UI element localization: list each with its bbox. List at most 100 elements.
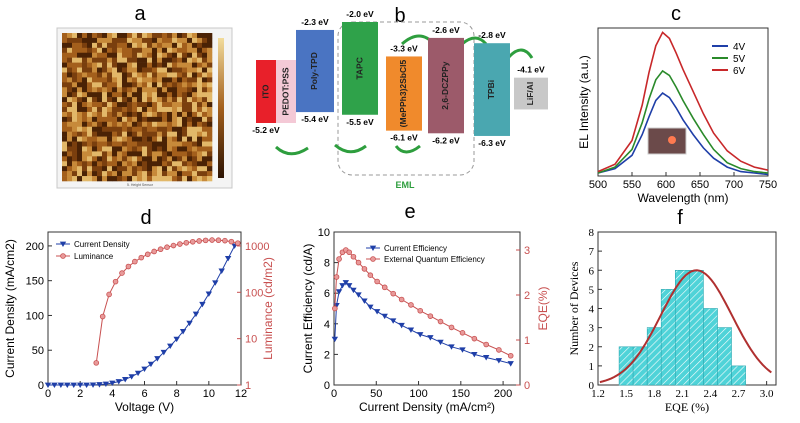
afm-pixel	[177, 131, 183, 137]
afm-pixel	[92, 67, 98, 73]
y2-tick-label: 1	[245, 380, 251, 392]
afm-pixel	[172, 161, 178, 167]
afm-pixel	[147, 146, 153, 152]
afm-pixel	[102, 107, 108, 113]
histogram-bar	[717, 327, 732, 386]
afm-pixel	[72, 131, 78, 137]
afm-pixel	[72, 33, 78, 39]
homo-label-ito: -5.2 eV	[252, 125, 280, 135]
afm-pixel	[77, 176, 83, 182]
data-point	[186, 320, 193, 327]
afm-pixel	[117, 161, 123, 167]
afm-pixel	[62, 121, 68, 128]
afm-pixel	[167, 126, 173, 132]
afm-pixel	[112, 161, 118, 167]
afm-pixel	[142, 111, 148, 118]
afm-pixel	[112, 151, 118, 157]
x-tick-label: 700	[725, 179, 743, 191]
data-point	[128, 374, 135, 380]
afm-pixel	[207, 131, 213, 137]
y-tick-label: 3	[589, 323, 595, 335]
afm-pixel	[147, 42, 153, 49]
afm-pixel	[137, 33, 143, 39]
afm-pixel	[202, 52, 208, 58]
afm-pixel	[97, 62, 103, 68]
afm-pixel	[157, 87, 163, 93]
afm-pixel	[87, 42, 93, 49]
afm-pixel	[197, 37, 203, 44]
afm-pixel	[97, 37, 103, 44]
x-tick-label: 650	[691, 179, 709, 191]
afm-pixel	[152, 111, 158, 118]
afm-pixel	[177, 171, 183, 177]
afm-pixel	[102, 141, 108, 147]
data-point	[346, 283, 353, 289]
afm-pixel	[102, 37, 108, 44]
afm-pixel	[177, 151, 183, 157]
afm-pixel	[87, 97, 93, 103]
afm-pixel	[107, 146, 113, 152]
afm-pixel	[152, 67, 158, 73]
lumo-label-lif-al: -4.1 eV	[517, 65, 545, 75]
afm-pixel	[107, 67, 113, 73]
afm-pixel	[147, 111, 153, 118]
afm-pixel	[192, 171, 198, 177]
afm-pixel	[97, 111, 103, 118]
afm-pixel	[112, 146, 118, 152]
x-tick-label: 500	[589, 179, 607, 191]
afm-pixel	[132, 131, 138, 137]
afm-pixel	[67, 33, 73, 39]
afm-pixel	[142, 136, 148, 142]
afm-pixel	[207, 62, 213, 68]
hole-arrow-3	[394, 144, 421, 154]
afm-pixel	[207, 121, 213, 128]
legend-marker	[370, 256, 376, 262]
afm-pixel	[182, 87, 188, 93]
afm-pixel	[92, 77, 98, 83]
afm-pixel	[137, 126, 143, 132]
afm-pixel	[112, 52, 118, 58]
afm-pixel	[72, 141, 78, 147]
afm-pixel	[107, 141, 113, 147]
afm-pixel	[62, 72, 68, 78]
afm-pixel	[102, 136, 108, 142]
afm-pixel	[132, 141, 138, 147]
afm-pixel	[207, 67, 213, 73]
afm-pixel	[122, 37, 128, 44]
afm-pixel	[82, 146, 88, 152]
afm-pixel	[142, 166, 148, 172]
afm-pixel	[167, 57, 173, 63]
afm-pixel	[207, 97, 213, 103]
afm-pixel	[172, 131, 178, 137]
afm-pixel	[112, 121, 118, 128]
afm-pixel	[177, 37, 183, 44]
afm-pixel	[77, 82, 83, 88]
afm-pixel	[122, 102, 128, 108]
afm-pixel	[157, 146, 163, 152]
afm-pixel	[142, 102, 148, 108]
afm-pixel	[187, 141, 193, 147]
afm-pixel	[167, 146, 173, 152]
afm-pixel	[187, 151, 193, 157]
afm-pixel	[132, 166, 138, 172]
afm-pixel	[162, 121, 168, 128]
afm-pixel	[157, 171, 163, 177]
afm-pixel	[112, 166, 118, 172]
afm-pixel	[187, 171, 193, 177]
afm-pixel	[112, 141, 118, 147]
afm-axis-label: 5. Height Sensor	[127, 183, 154, 187]
afm-pixel	[182, 166, 188, 172]
afm-pixel	[202, 37, 208, 44]
afm-pixel	[142, 77, 148, 83]
eml-label: EML	[396, 180, 416, 190]
data-point	[93, 360, 100, 366]
data-point	[202, 237, 209, 244]
afm-pixel	[117, 47, 123, 54]
data-point	[44, 382, 52, 388]
y-tick-label: 10	[318, 227, 330, 239]
afm-pixel	[102, 72, 108, 78]
afm-pixel	[167, 136, 173, 142]
afm-pixel	[197, 126, 203, 132]
x-axis-label: Wavelength (nm)	[638, 191, 729, 205]
afm-pixel	[207, 166, 213, 172]
